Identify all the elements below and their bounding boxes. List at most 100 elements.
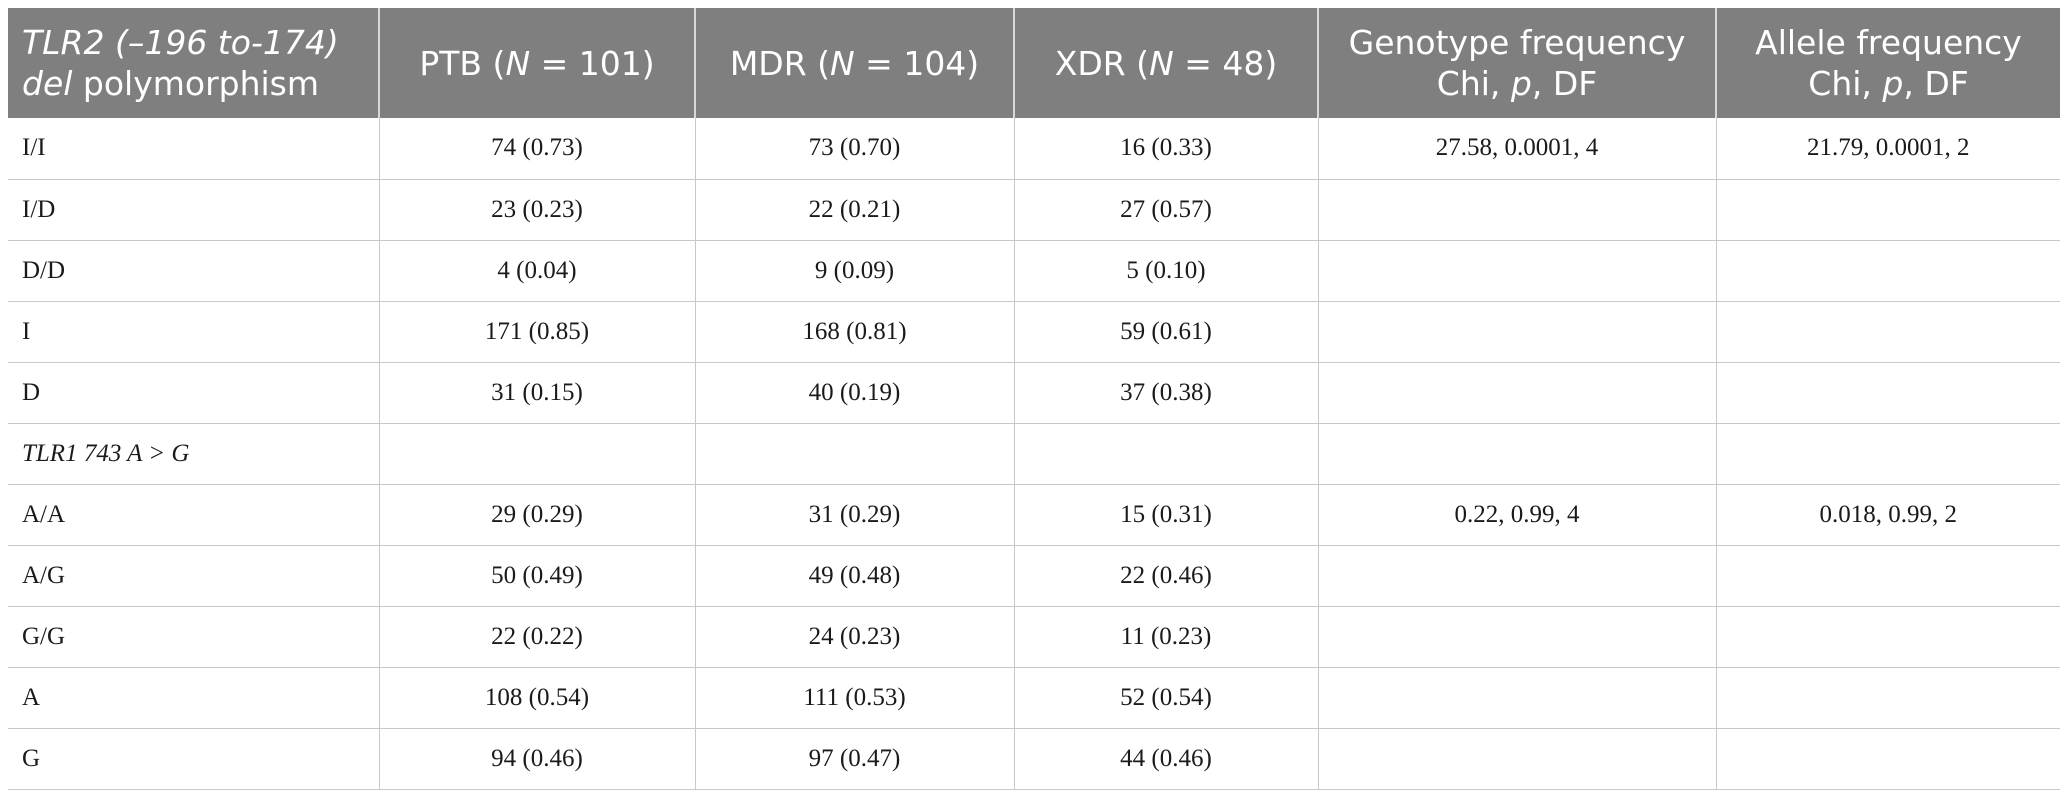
allele-cell — [1716, 362, 2060, 424]
xdr-cell: 52 (0.54) — [1014, 667, 1319, 729]
mdr-cell: 97 (0.47) — [695, 728, 1015, 790]
header-allele-df: , DF — [1903, 64, 1969, 103]
row-label: D — [8, 362, 380, 424]
header-xdr-label: XDR ( — [1054, 43, 1150, 83]
ptb-cell: 74 (0.73) — [379, 118, 696, 180]
row-label: G — [8, 728, 380, 790]
header-allele-frequency: Allele frequency Chi, p, DF — [1716, 8, 2060, 118]
header-genotype-df: , DF — [1531, 64, 1598, 103]
table-body: I/I 74 (0.73) 73 (0.70) 16 (0.33) 27.58,… — [8, 118, 2060, 790]
row-label: I/I — [8, 118, 380, 180]
ptb-cell: 4 (0.04) — [379, 240, 696, 302]
table-row-section: TLR1 743 A > G — [8, 423, 2060, 485]
row-label: G/G — [8, 606, 380, 668]
ptb-cell — [379, 423, 696, 485]
polymorphism-table-container: TLR2 (–196 to-174) del polymorphism PTB … — [8, 8, 2060, 790]
ptb-cell: 23 (0.23) — [379, 179, 696, 241]
table-row: I 171 (0.85) 168 (0.81) 59 (0.61) — [8, 301, 2060, 363]
row-label: A — [8, 667, 380, 729]
mdr-cell: 24 (0.23) — [695, 606, 1015, 668]
allele-cell: 21.79, 0.0001, 2 — [1716, 118, 2060, 180]
allele-cell — [1716, 179, 2060, 241]
allele-cell — [1716, 423, 2060, 485]
header-ptb-n: N — [505, 43, 531, 83]
mdr-cell: 111 (0.53) — [695, 667, 1015, 729]
xdr-cell: 11 (0.23) — [1014, 606, 1319, 668]
genotype-cell — [1318, 606, 1717, 668]
section-label-tlr1: TLR1 743 A > G — [8, 423, 380, 485]
genotype-cell — [1318, 179, 1717, 241]
header-genotype-title: Genotype frequency — [1348, 23, 1686, 62]
header-allele-p: p — [1882, 64, 1904, 103]
ptb-cell: 171 (0.85) — [379, 301, 696, 363]
header-ptb-count: = 101) — [530, 43, 655, 83]
genotype-cell — [1318, 362, 1717, 424]
genotype-cell: 0.22, 0.99, 4 — [1318, 484, 1717, 546]
header-del: del — [22, 64, 73, 103]
table-row: I/D 23 (0.23) 22 (0.21) 27 (0.57) — [8, 179, 2060, 241]
mdr-cell: 9 (0.09) — [695, 240, 1015, 302]
genotype-cell — [1318, 240, 1717, 302]
header-gene-name: TLR2 (–196 to-174) — [22, 23, 339, 62]
header-mdr-label: MDR ( — [729, 43, 830, 83]
header-ptb: PTB (N = 101) — [379, 8, 696, 118]
header-allele-chi: Chi, — [1808, 64, 1883, 103]
polymorphism-table: TLR2 (–196 to-174) del polymorphism PTB … — [8, 8, 2060, 790]
xdr-cell — [1014, 423, 1319, 485]
row-label: D/D — [8, 240, 380, 302]
header-genotype-frequency: Genotype frequency Chi, p, DF — [1318, 8, 1717, 118]
allele-cell — [1716, 240, 2060, 302]
genotype-cell — [1318, 667, 1717, 729]
genotype-cell: 27.58, 0.0001, 4 — [1318, 118, 1717, 180]
table-row: G 94 (0.46) 97 (0.47) 44 (0.46) — [8, 728, 2060, 790]
header-genotype-chi: Chi, — [1436, 64, 1511, 103]
mdr-cell: 22 (0.21) — [695, 179, 1015, 241]
xdr-cell: 59 (0.61) — [1014, 301, 1319, 363]
header-xdr: XDR (N = 48) — [1014, 8, 1319, 118]
allele-cell — [1716, 545, 2060, 607]
genotype-cell — [1318, 545, 1717, 607]
mdr-cell: 49 (0.48) — [695, 545, 1015, 607]
ptb-cell: 94 (0.46) — [379, 728, 696, 790]
xdr-cell: 27 (0.57) — [1014, 179, 1319, 241]
header-genotype-p: p — [1510, 64, 1532, 103]
allele-cell — [1716, 728, 2060, 790]
row-label: I — [8, 301, 380, 363]
mdr-cell: 31 (0.29) — [695, 484, 1015, 546]
mdr-cell: 73 (0.70) — [695, 118, 1015, 180]
header-polymorphism-word: polymorphism — [72, 64, 320, 103]
mdr-cell — [695, 423, 1015, 485]
allele-cell — [1716, 606, 2060, 668]
xdr-cell: 16 (0.33) — [1014, 118, 1319, 180]
header-xdr-count: = 48) — [1173, 43, 1278, 83]
header-polymorphism: TLR2 (–196 to-174) del polymorphism — [8, 8, 380, 118]
genotype-cell — [1318, 423, 1717, 485]
header-mdr-n: N — [830, 43, 855, 83]
allele-cell — [1716, 301, 2060, 363]
table-row: G/G 22 (0.22) 24 (0.23) 11 (0.23) — [8, 606, 2060, 668]
table-row: D/D 4 (0.04) 9 (0.09) 5 (0.10) — [8, 240, 2060, 302]
ptb-cell: 22 (0.22) — [379, 606, 696, 668]
header-allele-title: Allele frequency — [1755, 23, 2022, 62]
table-row: I/I 74 (0.73) 73 (0.70) 16 (0.33) 27.58,… — [8, 118, 2060, 180]
table-row: D 31 (0.15) 40 (0.19) 37 (0.38) — [8, 362, 2060, 424]
header-xdr-n: N — [1149, 43, 1174, 83]
xdr-cell: 37 (0.38) — [1014, 362, 1319, 424]
genotype-cell — [1318, 728, 1717, 790]
xdr-cell: 22 (0.46) — [1014, 545, 1319, 607]
genotype-cell — [1318, 301, 1717, 363]
ptb-cell: 50 (0.49) — [379, 545, 696, 607]
header-mdr-count: = 104) — [854, 43, 980, 83]
table-header: TLR2 (–196 to-174) del polymorphism PTB … — [8, 8, 2060, 118]
xdr-cell: 44 (0.46) — [1014, 728, 1319, 790]
ptb-cell: 108 (0.54) — [379, 667, 696, 729]
ptb-cell: 29 (0.29) — [379, 484, 696, 546]
mdr-cell: 40 (0.19) — [695, 362, 1015, 424]
row-label: A/G — [8, 545, 380, 607]
header-ptb-label: PTB ( — [419, 43, 506, 83]
row-label: A/A — [8, 484, 380, 546]
header-mdr: MDR (N = 104) — [695, 8, 1015, 118]
ptb-cell: 31 (0.15) — [379, 362, 696, 424]
mdr-cell: 168 (0.81) — [695, 301, 1015, 363]
xdr-cell: 5 (0.10) — [1014, 240, 1319, 302]
